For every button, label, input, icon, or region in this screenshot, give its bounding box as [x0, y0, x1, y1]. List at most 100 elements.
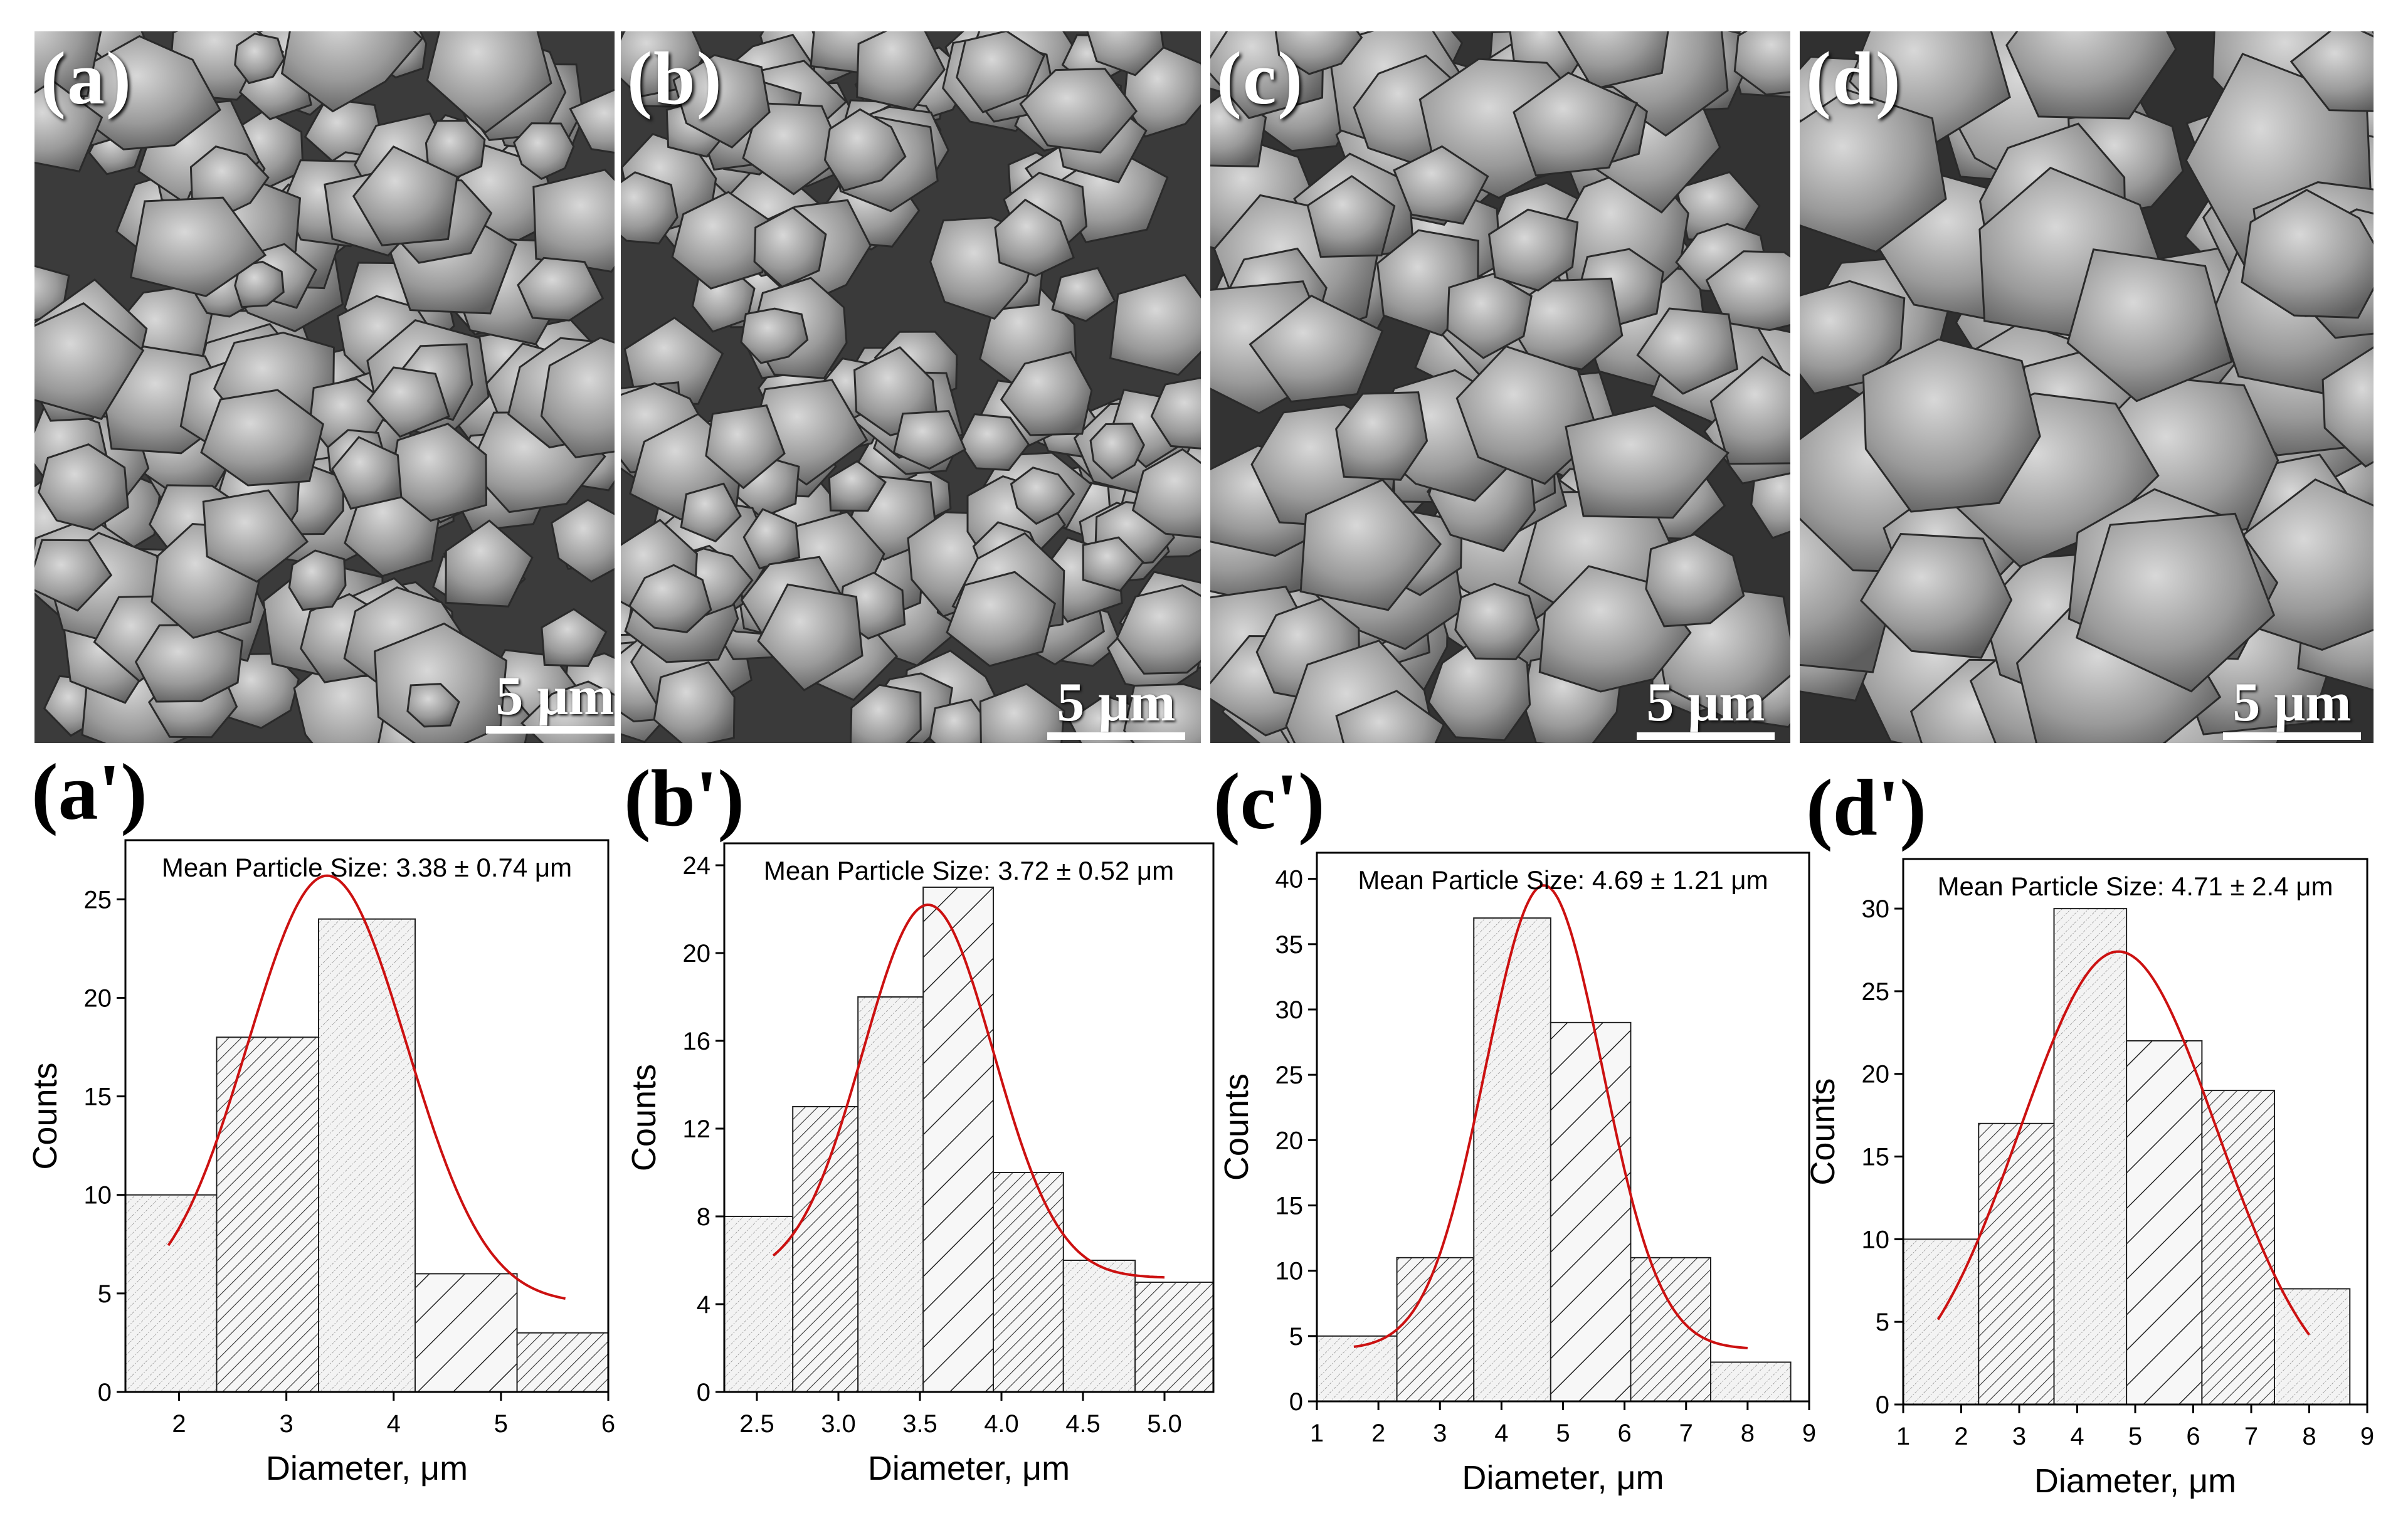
grain [512, 122, 575, 181]
grain [1116, 584, 1201, 675]
hist-panel-label-d: (d') [1806, 763, 1926, 852]
chart-title: Mean Particle Size: 4.69 ± 1.21 μm [1358, 865, 1768, 895]
x-tick-label: 7 [1679, 1420, 1693, 1447]
grain [366, 366, 450, 438]
grain [426, 31, 552, 134]
grain [1446, 273, 1533, 359]
histogram-bar [857, 996, 924, 1393]
y-tick-label: 15 [84, 1083, 112, 1111]
grain [1513, 71, 1639, 177]
histogram-bar [1978, 1122, 2055, 1406]
histogram-bar [1710, 1361, 1792, 1402]
x-tick-label: 5 [2128, 1423, 2142, 1450]
histogram-bar [1473, 917, 1551, 1402]
y-tick-label: 0 [1876, 1391, 1889, 1419]
grain [672, 54, 771, 149]
sem-panel-label: (b) [627, 36, 723, 120]
grain [1705, 250, 1790, 332]
sem-panel-d: (d) 5 μm [1800, 31, 2374, 743]
grain [1636, 307, 1739, 395]
grain [1645, 533, 1745, 628]
y-tick-label: 10 [84, 1182, 112, 1209]
grain [1010, 466, 1075, 525]
x-tick-label: 2.5 [739, 1410, 774, 1438]
x-axis-label: Diameter, μm [2034, 1462, 2236, 1500]
x-tick-label: 9 [2360, 1423, 2374, 1450]
y-tick-label: 20 [1275, 1127, 1304, 1154]
grain [1306, 175, 1396, 258]
grain [540, 336, 615, 459]
histogram-bar [318, 918, 416, 1393]
scale-bar-label: 5 μm [2232, 672, 2352, 733]
grain [34, 302, 145, 420]
x-tick-label: 4 [387, 1410, 401, 1438]
x-tick-label: 7 [2244, 1423, 2258, 1450]
y-axis-label: Counts [26, 1062, 64, 1169]
x-tick-label: 5.0 [1147, 1410, 1182, 1438]
sem-panel-label: (a) [41, 36, 132, 120]
y-axis-label: Counts [1218, 1073, 1255, 1181]
histogram-bar [1062, 1260, 1136, 1393]
histogram-bar [1550, 1021, 1632, 1403]
scale-bar-label: 5 μm [1057, 672, 1176, 733]
y-tick-label: 20 [1862, 1061, 1890, 1088]
y-tick-label: 35 [1275, 931, 1304, 959]
grain [445, 519, 534, 608]
plot-frame [124, 839, 610, 1393]
grain [740, 307, 809, 364]
y-tick-label: 25 [1275, 1062, 1304, 1089]
grain [234, 260, 285, 308]
grain [1123, 683, 1201, 743]
histogram-bar [2274, 1288, 2351, 1406]
grain [34, 79, 103, 173]
grain [234, 33, 285, 85]
grain [1019, 68, 1138, 154]
grain [850, 683, 922, 743]
x-tick-label: 3 [2012, 1423, 2026, 1450]
x-tick-label: 3.5 [902, 1410, 937, 1438]
grain [705, 404, 786, 490]
y-tick-label: 25 [1862, 978, 1890, 1006]
grain [2005, 31, 2177, 120]
grain [331, 436, 403, 510]
y-tick-label: 16 [683, 1028, 711, 1055]
grain [38, 443, 129, 531]
histogram-bar [216, 1036, 320, 1393]
grain [979, 683, 1065, 743]
x-axis-label: Diameter, μm [1462, 1459, 1664, 1497]
x-axis-label: Diameter, μm [868, 1450, 1070, 1487]
grain [1862, 338, 2041, 513]
chart-title: Mean Particle Size: 3.38 ± 0.74 μm [162, 853, 572, 882]
grain [569, 88, 615, 154]
histogram-bar [2201, 1090, 2275, 1406]
grain [202, 489, 309, 583]
y-tick-label: 10 [1275, 1258, 1304, 1285]
histogram-bar [993, 1172, 1064, 1393]
grain [956, 31, 1045, 113]
scale-bar-label: 5 μm [1646, 672, 1765, 733]
histogram-bar [1134, 1282, 1214, 1393]
grain [2075, 512, 2276, 693]
grain [1455, 345, 1600, 485]
hist-panel-label-c: (c') [1213, 757, 1325, 846]
y-tick-label: 20 [683, 940, 711, 967]
scale-bar: 5 μm [2223, 671, 2361, 740]
sem-image-a [34, 31, 615, 743]
histogram-c: 1 2 3 4 5 6 7 8 9 0 5 10 15 20 25 30 35 40 Mean Particle S… [1218, 851, 1816, 1497]
grain [1335, 690, 1445, 743]
y-tick-label: 40 [1275, 866, 1304, 893]
x-tick-label: 5 [1556, 1420, 1570, 1447]
x-tick-label: 6 [1618, 1420, 1632, 1447]
grain [757, 583, 863, 692]
fit-curve [1936, 950, 2311, 1336]
grain [406, 683, 460, 728]
grain [550, 498, 615, 583]
y-tick-label: 25 [84, 886, 112, 914]
grain [2241, 189, 2374, 319]
grain [1051, 266, 1116, 322]
scale-bar-line [1047, 732, 1185, 740]
x-tick-label: 8 [2302, 1423, 2316, 1450]
grain [628, 564, 712, 633]
grain [828, 460, 887, 512]
grain [1565, 404, 1730, 519]
